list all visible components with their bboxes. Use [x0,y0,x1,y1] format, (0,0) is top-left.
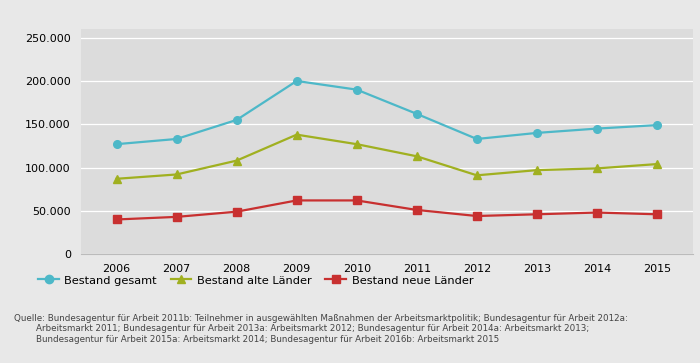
Legend: Bestand gesamt, Bestand alte Länder, Bestand neue Länder: Bestand gesamt, Bestand alte Länder, Bes… [34,270,477,290]
Text: Quelle: Bundesagentur für Arbeit 2011b: Teilnehmer in ausgewählten Maßnahmen der: Quelle: Bundesagentur für Arbeit 2011b: … [14,314,628,344]
